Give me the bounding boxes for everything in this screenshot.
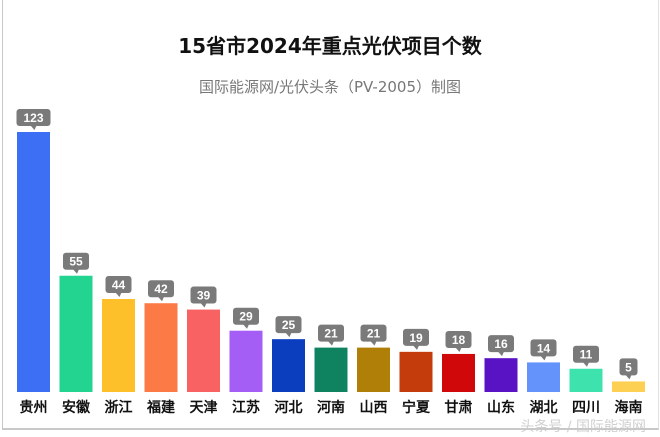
bar xyxy=(314,347,348,392)
data-label-pointer xyxy=(115,292,122,297)
bar xyxy=(357,347,390,392)
data-label: 14 xyxy=(537,341,551,355)
data-label-pointer xyxy=(625,374,632,380)
category-label: 贵州 xyxy=(20,399,48,416)
data-label-pointer xyxy=(540,355,547,361)
category-label: 河北 xyxy=(275,399,303,416)
data-label: 44 xyxy=(112,278,126,292)
data-label: 29 xyxy=(239,310,253,324)
data-label: 21 xyxy=(367,327,381,341)
data-label-bg xyxy=(63,252,89,270)
data-label-pointer xyxy=(73,269,79,274)
category-label: 甘肃 xyxy=(445,399,473,416)
data-label-bg xyxy=(530,339,557,357)
data-label-bg xyxy=(488,335,514,353)
data-label-bg xyxy=(619,358,638,376)
bar xyxy=(187,309,220,392)
data-label: 123 xyxy=(23,111,43,125)
data-label-pointer xyxy=(30,125,37,130)
data-label-bg xyxy=(403,328,429,346)
data-label-bg xyxy=(360,324,387,342)
data-label-bg xyxy=(318,324,344,342)
bar xyxy=(229,330,263,392)
data-label: 19 xyxy=(409,331,423,345)
category-label: 浙江 xyxy=(105,399,133,416)
data-label-pointer xyxy=(583,362,589,367)
data-label-pointer xyxy=(200,303,207,308)
data-label-pointer xyxy=(413,345,419,350)
bar xyxy=(442,353,475,392)
category-label: 四川 xyxy=(572,400,600,416)
data-label-pointer xyxy=(285,332,292,338)
bar xyxy=(484,358,518,392)
bar xyxy=(569,368,603,392)
chart-title: 15省市2024年重点光伏项目个数 xyxy=(178,34,482,58)
data-label-pointer xyxy=(243,324,249,329)
category-label: 湖北 xyxy=(530,400,558,416)
bar xyxy=(527,362,560,392)
data-label-pointer xyxy=(498,351,504,357)
data-label-pointer xyxy=(158,296,164,302)
watermark: 头条号 / 国际能源网 xyxy=(520,419,646,435)
data-label-bg xyxy=(573,345,599,363)
data-label: 25 xyxy=(282,318,296,332)
data-label-bg xyxy=(190,286,217,304)
data-label-pointer xyxy=(455,347,462,352)
bar xyxy=(144,303,178,392)
category-label: 山西 xyxy=(360,400,388,416)
chart-frame xyxy=(2,0,659,430)
data-label: 5 xyxy=(625,360,632,374)
category-label: 宁夏 xyxy=(402,399,431,416)
data-label: 18 xyxy=(452,333,466,347)
data-label-pointer xyxy=(370,341,377,346)
category-label: 江苏 xyxy=(232,399,260,416)
category-label: 海南 xyxy=(615,399,643,416)
bar xyxy=(59,275,93,392)
category-label: 安徽 xyxy=(62,399,91,416)
data-label: 39 xyxy=(197,289,211,303)
data-label: 21 xyxy=(324,327,338,341)
category-label: 福建 xyxy=(146,399,175,416)
data-label-bg xyxy=(275,316,302,334)
bar xyxy=(17,132,50,392)
bar xyxy=(102,298,135,392)
data-label: 42 xyxy=(154,282,168,296)
data-label-pointer xyxy=(328,341,334,346)
category-label: 河南 xyxy=(317,399,345,416)
category-label: 天津 xyxy=(190,399,218,416)
bar xyxy=(272,339,305,392)
data-label: 16 xyxy=(494,337,508,351)
data-label-bg xyxy=(105,275,132,293)
category-label: 山东 xyxy=(487,399,515,416)
data-label: 11 xyxy=(580,348,593,362)
data-label-bg xyxy=(16,109,51,126)
data-label-bg xyxy=(233,307,259,325)
bar xyxy=(399,351,433,392)
bar xyxy=(612,381,645,392)
chart-subtitle: 国际能源网/光伏头条（PV-2005）制图 xyxy=(198,78,462,96)
data-label-bg xyxy=(148,280,174,298)
data-label-bg xyxy=(445,330,472,348)
data-label: 55 xyxy=(69,255,83,269)
